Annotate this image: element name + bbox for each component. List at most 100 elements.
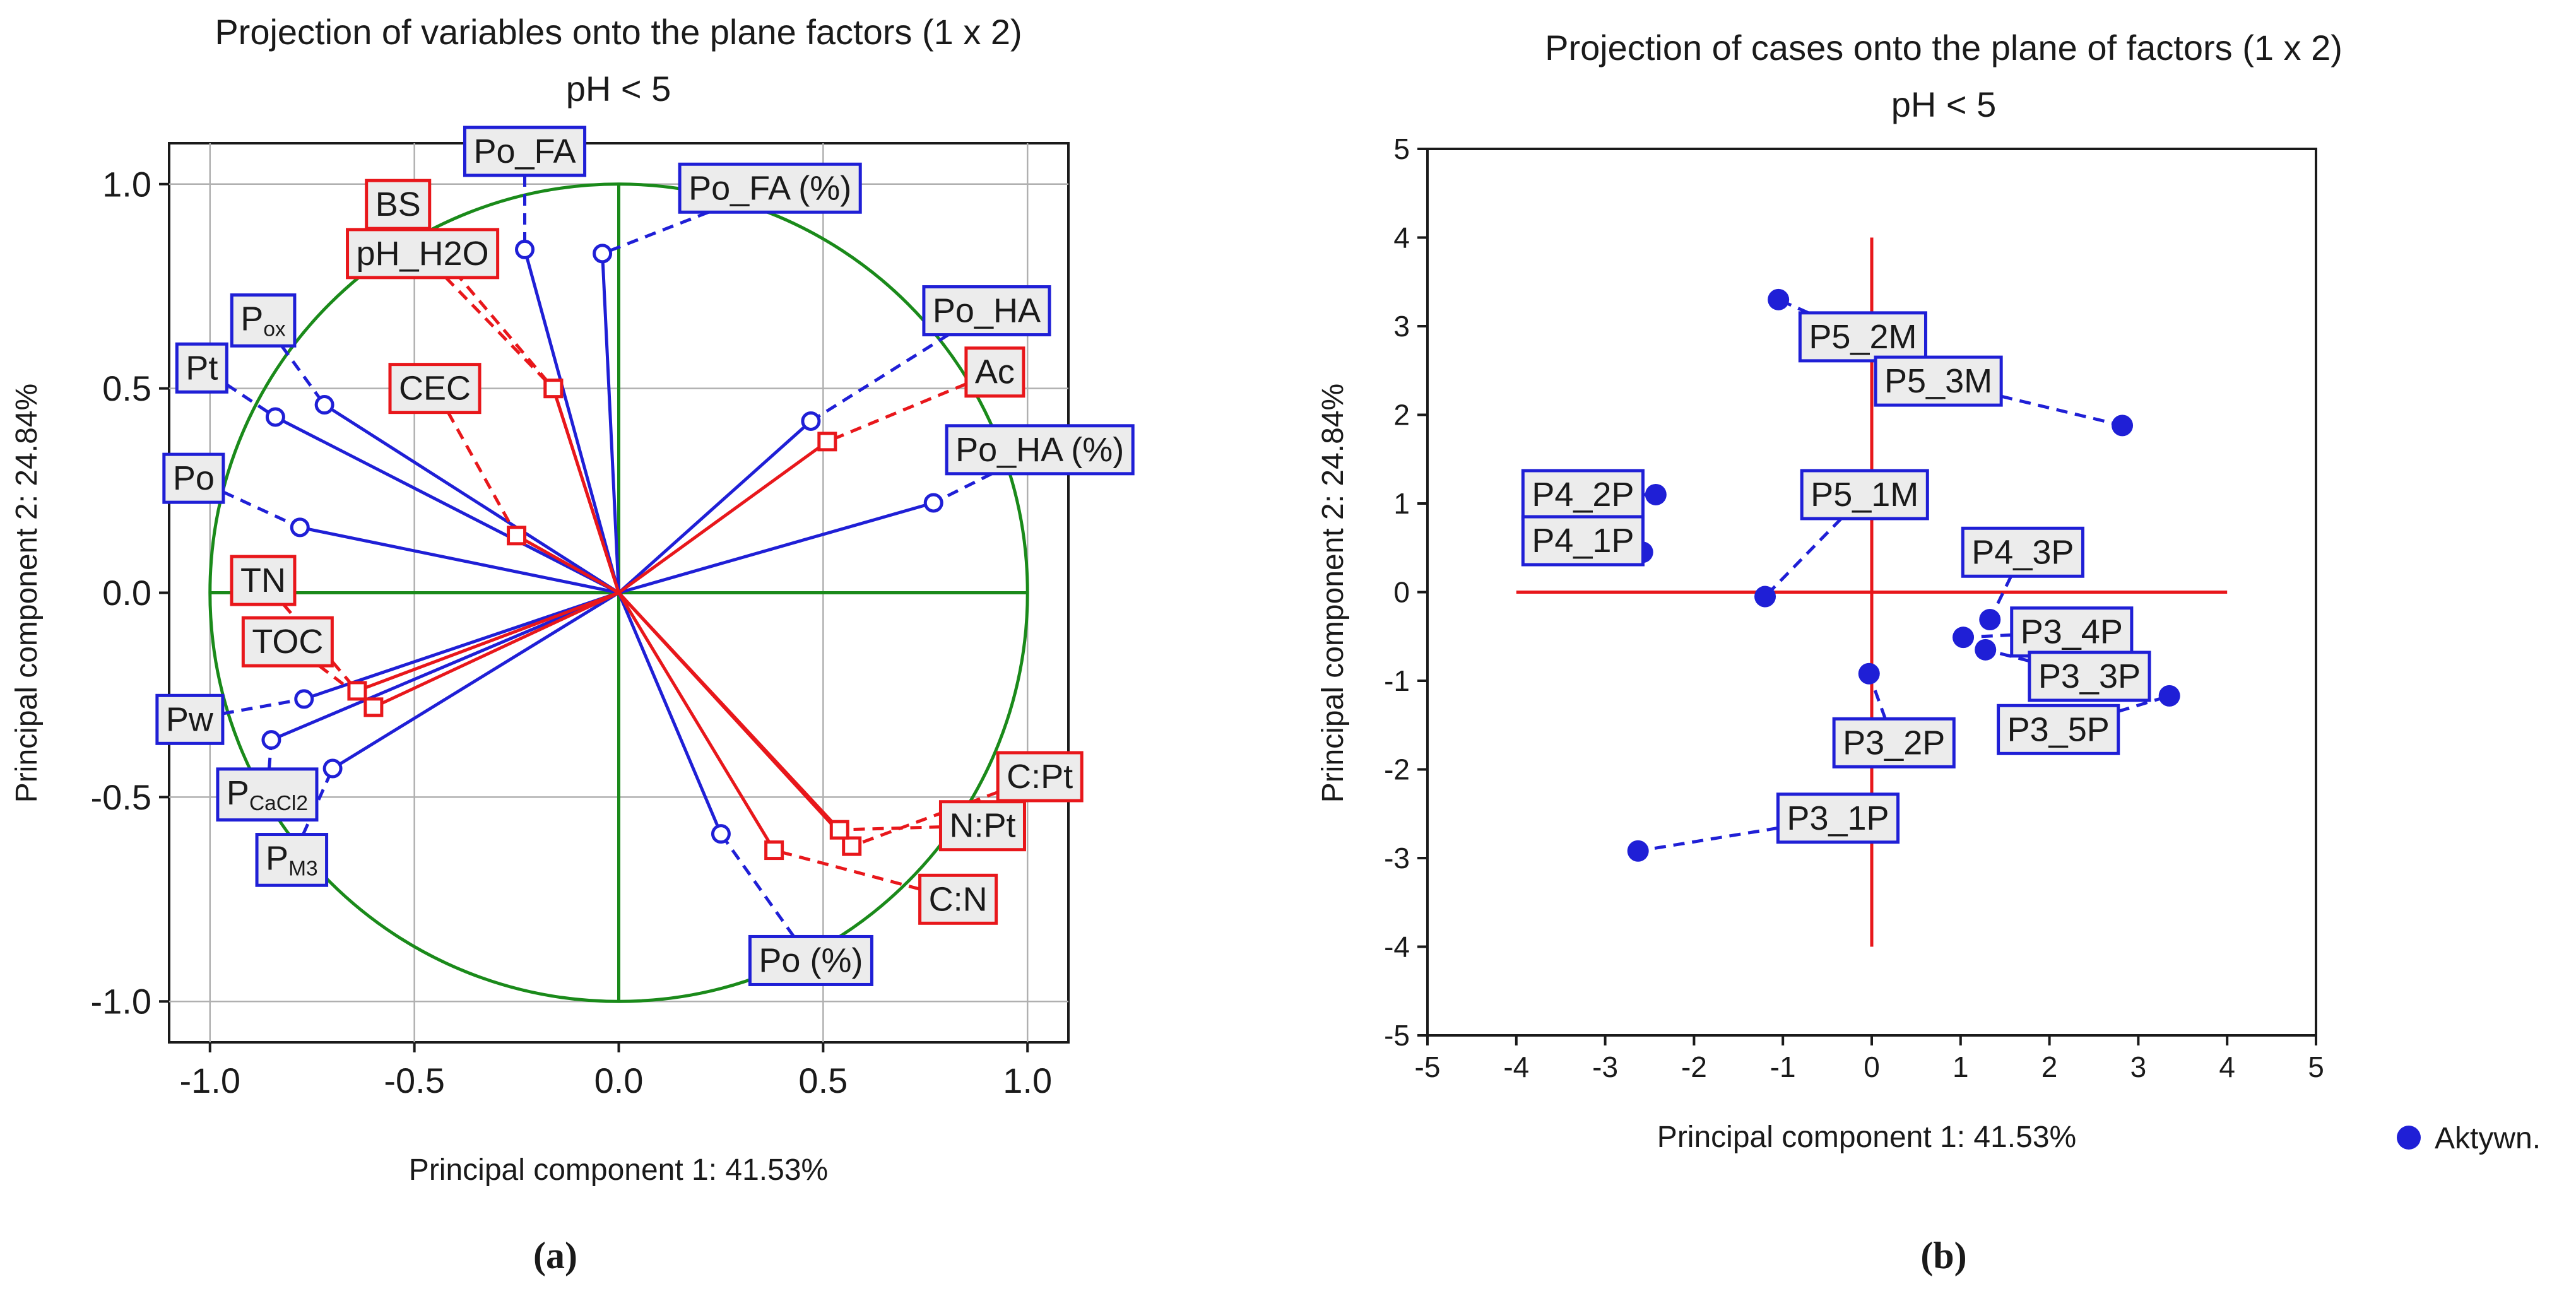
- point-label-C:N: C:N: [918, 873, 998, 925]
- vector-pH_H2O: [552, 387, 620, 594]
- y-tick-label: -3: [1384, 842, 1410, 874]
- point-label-BS-box: [365, 179, 432, 230]
- point-label-TN-text-main: TN: [240, 562, 286, 599]
- marker-TN: [347, 681, 367, 701]
- point-label-Po_FA (%)-text-main: Po_FA (%): [688, 169, 851, 207]
- marker-P3_2P: [1858, 662, 1880, 685]
- point-label-TOC-box: [241, 616, 334, 668]
- case-label-P4_1P-text-main: P4_1P: [1532, 522, 1634, 560]
- case-label-P4_2P-text: P4_2P: [1532, 476, 1634, 514]
- panel-a-y-axis-label: Principal component 2: 24.84%: [10, 384, 44, 803]
- y-tick-label: 1: [1393, 487, 1410, 520]
- y-tick-label: -1: [1384, 664, 1410, 697]
- case-label-P3_2P-text: P3_2P: [1843, 724, 1945, 762]
- point-label-TOC: TOC: [241, 616, 334, 668]
- point-label-PM3-box: [255, 833, 329, 887]
- point-label-Pox-text: Pox: [240, 300, 286, 341]
- point-label-Po_FA (%): Po_FA (%): [678, 162, 862, 214]
- point-label-Po (%)-box: [748, 934, 873, 986]
- case-label-P5_2M-text-main: P5_2M: [1809, 318, 1917, 356]
- case-label-P3_5P-box: [1997, 703, 2120, 755]
- case-label-P3_5P-text: P3_5P: [2007, 710, 2110, 748]
- point-label-Po_HA-text-main: Po_HA: [933, 292, 1041, 330]
- leader-P5_1M: [1764, 517, 1843, 598]
- leader-Po_FA (%): [601, 210, 709, 256]
- vector-Po (%): [617, 592, 723, 835]
- point-label-Po_HA (%)-box: [945, 424, 1135, 476]
- panel-a-variables-plot: Projection of variables onto the plane f…: [10, 12, 1135, 1276]
- vector-Pt: [275, 415, 620, 594]
- vector-TN: [357, 591, 620, 693]
- point-label-Po_HA: Po_HA: [922, 285, 1051, 337]
- point-label-Pt-text-main: Pt: [186, 349, 218, 387]
- leader-Po (%): [719, 833, 796, 938]
- marker-Po_HA (%): [923, 493, 943, 513]
- x-tick-label: 2: [2041, 1051, 2058, 1083]
- marker-pH_H2O: [543, 379, 564, 399]
- vector-P: [270, 591, 620, 741]
- point-label-N:Pt-box: [938, 800, 1026, 852]
- point-label-pH_H2O: pH_H2O: [346, 228, 500, 280]
- point-label-Po-text-main: Po: [173, 459, 215, 497]
- point-label-PM3: PM3: [255, 833, 329, 887]
- point-label-Po_HA (%): Po_HA (%): [945, 424, 1135, 476]
- panel-a-label-leaders: [222, 175, 999, 938]
- point-label-Po (%)-text-main: Po (%): [759, 941, 863, 979]
- case-label-P4_1P-box: [1521, 515, 1645, 567]
- vector-Ac: [618, 440, 829, 594]
- point-label-TOC-text: TOC: [252, 623, 323, 661]
- y-tick-label: 0.0: [102, 573, 151, 613]
- case-label-P3_1P-text-main: P3_1P: [1787, 799, 1889, 837]
- point-label-Po_HA-text: Po_HA: [933, 292, 1041, 330]
- leader-Po: [222, 490, 301, 529]
- case-label-P4_3P-text-main: P4_3P: [1971, 533, 2074, 571]
- point-label-Ac-box: [964, 346, 1025, 398]
- y-tick-label: 0.5: [102, 368, 151, 408]
- x-tick-label: 4: [2219, 1051, 2235, 1083]
- point-label-N:Pt-text-main: N:Pt: [949, 807, 1015, 845]
- vector-Po: [299, 526, 620, 594]
- point-label-Po_HA (%)-text-main: Po_HA (%): [955, 431, 1124, 469]
- panel-b-cases-plot: Projection of cases onto the plane of fa…: [1316, 28, 2541, 1276]
- point-label-TN: TN: [230, 555, 297, 606]
- leader-P3_1P: [1638, 826, 1778, 853]
- point-label-pH_H2O-box: [346, 228, 500, 280]
- case-label-P4_3P-text: P4_3P: [1971, 533, 2074, 571]
- point-label-Po_FA-box: [463, 126, 587, 177]
- marker-Po_FA: [515, 239, 535, 259]
- case-label-P5_3M-text-main: P5_3M: [1884, 362, 1992, 400]
- leader-Pw: [222, 697, 305, 715]
- point-label-Ac-text: Ac: [975, 353, 1015, 391]
- x-tick-label: 0: [1864, 1051, 1880, 1083]
- marker-P4_3P: [1979, 609, 2001, 631]
- leader-pH_H2O: [444, 276, 555, 390]
- point-label-PM3-text-sub: M3: [288, 857, 318, 880]
- marker-P4_2P: [1645, 483, 1667, 505]
- point-label-Pox-box: [230, 293, 297, 348]
- x-tick-label: -1: [1770, 1051, 1796, 1083]
- leader-N:Pt: [839, 825, 941, 832]
- leader-Po_HA: [810, 333, 950, 423]
- panel-b-title: Projection of cases onto the plane of fa…: [1545, 28, 2343, 68]
- point-label-BS-text-main: BS: [375, 185, 421, 223]
- point-label-PCaCl2: PCaCl2: [216, 767, 319, 822]
- x-tick-label: -4: [1503, 1051, 1529, 1083]
- legend-label: Aktywn.: [2435, 1122, 2541, 1155]
- vector-P: [323, 403, 620, 594]
- point-label-CEC: CEC: [388, 363, 482, 415]
- marker-P3_4P: [1953, 627, 1975, 649]
- vector-N:Pt: [617, 591, 841, 831]
- case-label-P4_2P: P4_2P: [1521, 469, 1645, 521]
- point-label-Pw-box: [155, 693, 225, 745]
- vector-CEC: [516, 534, 620, 594]
- point-label-Po: Po: [162, 452, 225, 504]
- point-label-Pox-text-main: P: [240, 300, 263, 338]
- marker-CEC: [507, 526, 527, 546]
- case-label-P3_4P-box: [2010, 606, 2134, 658]
- point-label-PM3-text: PM3: [266, 840, 318, 881]
- point-label-CEC-text: CEC: [399, 370, 471, 408]
- point-label-PCaCl2-text: PCaCl2: [227, 774, 308, 815]
- panel-b-caption: (b): [1920, 1235, 1966, 1276]
